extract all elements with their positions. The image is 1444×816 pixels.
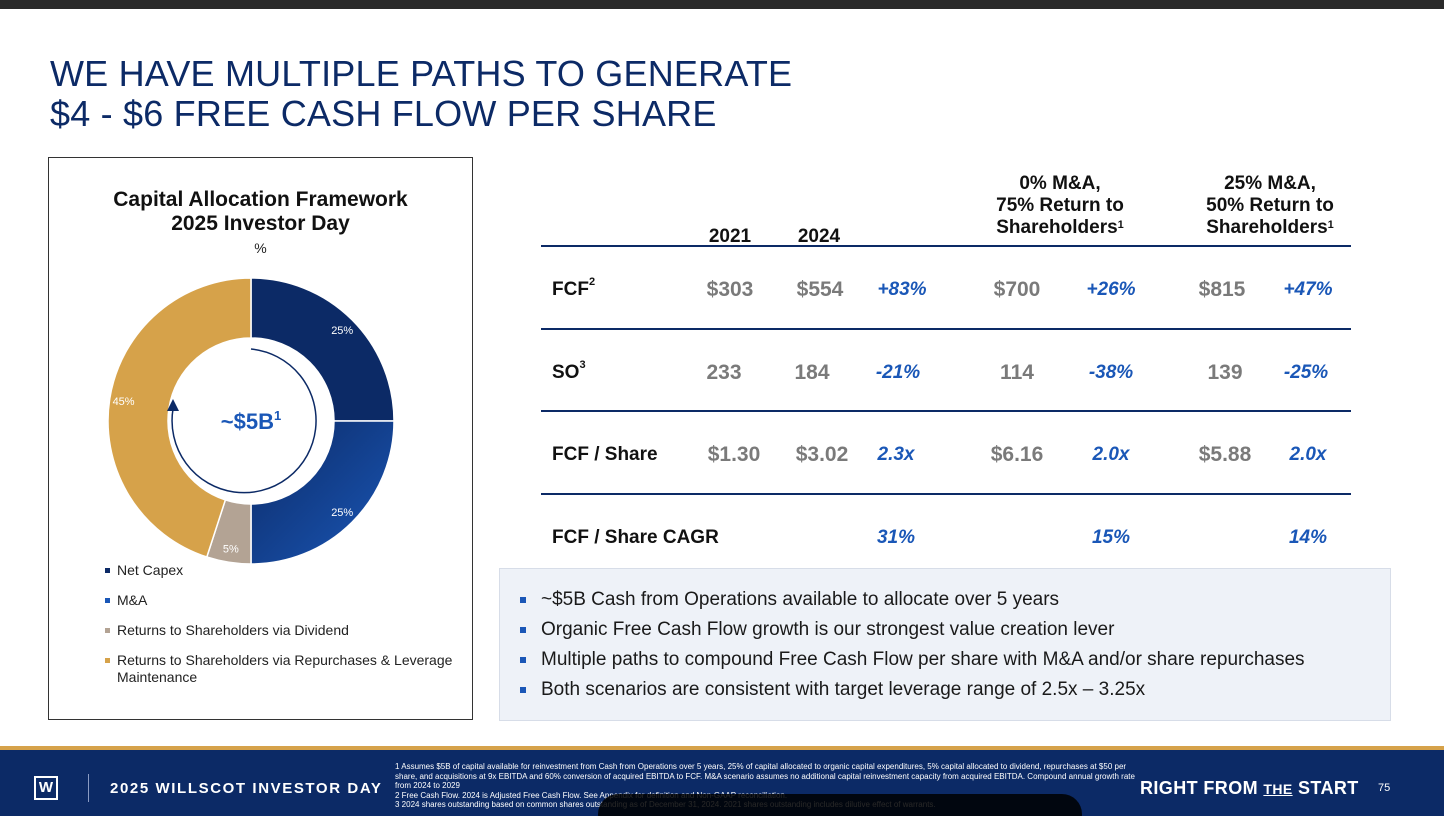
- page-number: 75: [1378, 782, 1391, 794]
- slide-title: WE HAVE MULTIPLE PATHS TO GENERATE $4 - …: [50, 54, 1050, 134]
- scenario-1-line-2: 75% Return to: [996, 195, 1124, 216]
- event-name: 2025 WILLSCOT INVESTOR DAY: [110, 780, 383, 797]
- title-line-1: WE HAVE MULTIPLE PATHS TO GENERATE: [50, 53, 793, 94]
- cell-so-2021: 233: [706, 361, 742, 384]
- cell-fcfps-scenario-1: $6.16: [990, 443, 1044, 466]
- tagline: RIGHT FROM THE START: [1140, 778, 1359, 798]
- slice-m-and-a: [250, 420, 395, 565]
- cell-fcfps-growth-scenario-1: 2.0x: [1092, 444, 1130, 465]
- table-rule: [541, 493, 1351, 495]
- slice-label: 25%: [331, 325, 353, 337]
- bullet-item: ~$5B Cash from Operations available to a…: [520, 585, 1305, 615]
- legend-label: Returns to Shareholders via Dividend: [117, 622, 349, 638]
- footnote-1: 1 Assumes $5B of capital available for r…: [395, 762, 1135, 790]
- bullet-item: Organic Free Cash Flow growth is our str…: [520, 615, 1305, 645]
- willscot-logo-icon: W: [34, 776, 58, 800]
- scenario-2-line-2: 50% Return to: [1206, 195, 1334, 216]
- header-2021: 2021: [708, 226, 752, 247]
- slice-label: 25%: [331, 507, 353, 519]
- legend-item: Returns to Shareholders via Dividend: [105, 622, 465, 639]
- legend-swatch-icon: [105, 598, 110, 603]
- arrow-head-icon: [167, 399, 179, 411]
- cell-cagr-scenario-2: 14%: [1288, 527, 1328, 548]
- cell-so-growth-scenario-1: -38%: [1088, 362, 1134, 383]
- cell-fcfps-2021: $1.30: [707, 443, 761, 466]
- overlay-pill: [598, 794, 1082, 816]
- legend-swatch-icon: [105, 568, 110, 573]
- cell-fcf-growth-scenario-2: +47%: [1283, 279, 1333, 300]
- cell-so-2024: 184: [794, 361, 830, 384]
- header-scenario-2: 25% M&A, 50% Return to Shareholders1: [1175, 173, 1365, 239]
- row-label-fcf-per-share: FCF / Share: [552, 444, 658, 465]
- cell-cagr-scenario-1: 15%: [1091, 527, 1131, 548]
- row-label-fcf-per-share-cagr: FCF / Share CAGR: [552, 527, 719, 548]
- cell-fcf-scenario-2: $815: [1198, 278, 1246, 301]
- slice-label: 5%: [223, 543, 239, 555]
- bullet-square-icon: [520, 597, 526, 603]
- row-label-so: SO3: [552, 359, 586, 383]
- panel-title-line-1: Capital Allocation Framework: [113, 188, 408, 211]
- legend-item: Net Capex: [105, 562, 465, 579]
- scenario-1-line-1: 0% M&A,: [1019, 173, 1101, 194]
- table-rule: [541, 328, 1351, 330]
- table-rule: [541, 410, 1351, 412]
- cell-fcf-growth-2024: +83%: [877, 279, 927, 300]
- cell-so-scenario-1: 114: [1000, 361, 1034, 384]
- cell-so-growth-scenario-2: -25%: [1283, 362, 1329, 383]
- cell-fcfps-2024: $3.02: [795, 443, 849, 466]
- cell-cagr-2024: 31%: [876, 527, 916, 548]
- row-label-fcf: FCF2: [552, 276, 596, 300]
- table-rule: [541, 245, 1351, 247]
- legend-label: M&A: [117, 592, 148, 608]
- header-2024: 2024: [797, 226, 841, 247]
- cycle-arrow-icon: [171, 348, 317, 494]
- chart-legend: Net Capex M&A Returns to Shareholders via …: [105, 562, 465, 699]
- bullet-item: Both scenarios are consistent with targe…: [520, 675, 1305, 705]
- slice-net-capex: [250, 277, 395, 422]
- slide: WE HAVE MULTIPLE PATHS TO GENERATE $4 - …: [0, 9, 1444, 816]
- scenario-2-line-1: 25% M&A,: [1224, 173, 1316, 194]
- legend-swatch-icon: [105, 628, 110, 633]
- slice-repurchases: [107, 277, 252, 558]
- bullet-item: Multiple paths to compound Free Cash Flo…: [520, 645, 1305, 675]
- capital-allocation-panel: Capital Allocation Framework 2025 Invest…: [48, 157, 473, 720]
- scenario-table: 2021 2024 0% M&A, 75% Return to Sharehol…: [0, 9, 1444, 816]
- legend-item: M&A: [105, 592, 465, 609]
- panel-title: Capital Allocation Framework 2025 Invest…: [49, 188, 472, 236]
- footer-divider: [88, 774, 89, 802]
- bullet-square-icon: [520, 627, 526, 633]
- cell-fcf-scenario-1: $700: [993, 278, 1041, 301]
- legend-swatch-icon: [105, 658, 110, 663]
- cell-so-growth-2024: -21%: [875, 362, 921, 383]
- scenario-2-line-3: Shareholders1: [1206, 217, 1334, 238]
- cell-fcfps-growth-scenario-2: 2.0x: [1289, 444, 1327, 465]
- slide-footer: W 2025 WILLSCOT INVESTOR DAY 1 Assumes $…: [0, 746, 1444, 816]
- scenario-1-line-3: Shareholders1: [996, 217, 1124, 238]
- legend-label: Net Capex: [117, 562, 184, 578]
- cell-fcf-2021: $303: [706, 278, 754, 301]
- cell-fcf-growth-scenario-1: +26%: [1086, 279, 1136, 300]
- donut-center-label: ~$5B1: [221, 408, 281, 434]
- footnote-2: 2 Free Cash Flow. 2024 is Adjusted Free …: [395, 790, 788, 800]
- cell-fcfps-scenario-2: $5.88: [1198, 443, 1252, 466]
- title-line-2: $4 - $6 FREE CASH FLOW PER SHARE: [50, 93, 717, 134]
- legend-label: Returns to Shareholders via Repurchases …: [117, 652, 453, 685]
- slice-label: 45%: [113, 396, 135, 408]
- cell-fcf-2024: $554: [796, 278, 844, 301]
- cell-so-scenario-2: 139: [1207, 361, 1243, 384]
- bullet-square-icon: [520, 657, 526, 663]
- legend-item: Returns to Shareholders via Repurchases …: [105, 652, 465, 686]
- panel-unit: %: [254, 240, 267, 256]
- cell-fcfps-growth-2024: 2.3x: [877, 444, 915, 465]
- bullet-square-icon: [520, 687, 526, 693]
- window-top-bar: [0, 0, 1444, 9]
- key-points-box: ~$5B Cash from Operations available to a…: [499, 568, 1391, 721]
- header-scenario-1: 0% M&A, 75% Return to Shareholders1: [965, 173, 1155, 239]
- panel-title-line-2: 2025 Investor Day: [171, 212, 350, 235]
- donut-chart: 25% 25% 5% 45% ~$5B1: [107, 277, 395, 565]
